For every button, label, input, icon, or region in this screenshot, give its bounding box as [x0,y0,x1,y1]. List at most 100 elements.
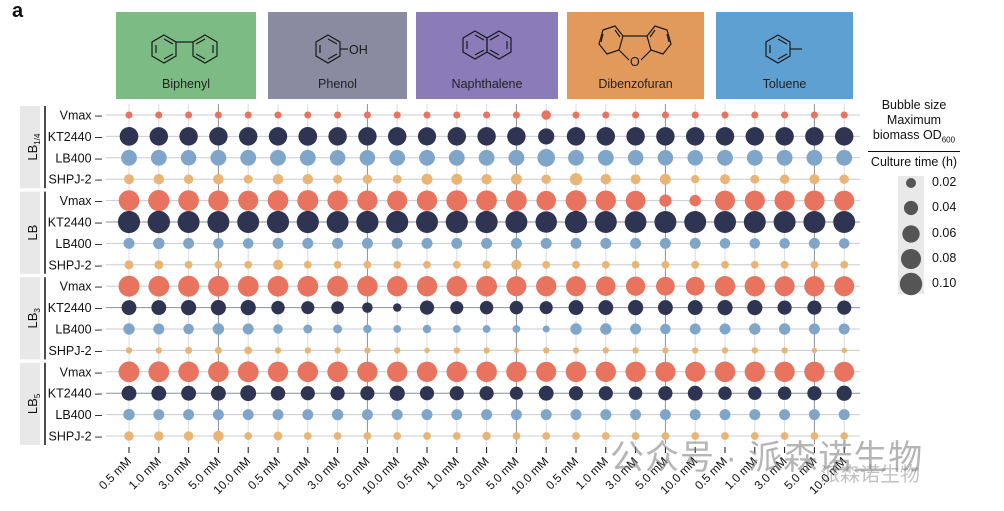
bubble [387,361,408,382]
bubble [208,361,229,383]
bubble [452,325,461,333]
bubble [596,127,616,146]
bubble [303,324,313,334]
bubble [326,211,349,233]
bubble [392,174,402,184]
bubble [272,237,284,249]
bubble [147,210,170,234]
bubble [568,149,584,166]
bubble [840,260,849,269]
bubble [714,190,736,211]
bubble [774,361,795,382]
bubble [271,300,285,315]
legend-line3: biomass OD [872,128,942,142]
bubble [538,128,555,145]
legend-item-label: 0.08 [932,251,957,265]
bubble [482,431,491,441]
bubble [363,111,371,119]
bubble [298,127,318,146]
bubble [744,276,765,297]
legend-item-label: 0.06 [932,226,957,240]
bubble [357,275,378,297]
x-tick-label: 0.5 mM [245,454,283,492]
bubble [565,190,587,211]
bubble [304,111,312,119]
bubble [393,111,401,119]
bubble [125,111,133,119]
bubble [210,149,227,166]
bubble [334,111,342,119]
bubble [717,149,733,166]
bubble [361,237,373,249]
bubble [718,386,732,400]
bubble [656,127,675,146]
legend-size-strip [898,176,924,294]
bubble [212,323,225,335]
bubble [624,211,647,233]
row-label: SHPJ-2 – [49,258,103,272]
bubble [296,210,319,234]
bubble [386,210,409,234]
bubble [661,260,670,269]
bubble [266,210,290,234]
legend-line4: Culture time (h) [870,154,958,169]
bubble [333,324,343,334]
bubble [714,276,736,297]
bubble [837,300,852,315]
bubble [510,237,522,249]
bubble [475,210,498,234]
molecule-box-dibenzofuran: O Dibenzofuran [567,12,704,99]
bubble [242,409,254,421]
bubble [181,385,197,401]
bubble [183,323,194,335]
bubble [274,111,282,119]
bubble [632,111,640,119]
bubble [840,432,849,440]
bubble [506,190,527,211]
row-label: KT2440 – [48,301,102,315]
bubble [781,347,788,354]
bubble [836,149,853,166]
bubble [691,175,700,184]
bubble [838,323,850,335]
bubble [333,260,342,269]
bubble [332,237,344,249]
bubble [240,300,256,316]
bubble [630,237,642,249]
bubble [328,127,347,146]
bubble [689,409,701,421]
bubble [185,346,193,354]
facet-strip [20,277,40,360]
bubble [749,323,761,335]
legend-line3-sub: 600 [941,135,956,145]
bubble [632,347,639,354]
bubble [781,111,789,119]
bubble [565,276,587,297]
facet-label: LB3 [25,308,42,329]
bubble [507,127,526,146]
bubble [805,127,824,146]
bubble [630,323,642,335]
bubble [214,111,222,119]
bubble [600,323,612,335]
bubble [450,301,464,315]
bubble [446,361,468,383]
bubble [598,386,613,401]
bubble [178,275,200,297]
bubble [564,210,588,234]
bubble [359,150,376,166]
bubble [303,260,312,269]
bubble [148,275,170,297]
dibenzofuran-structure-icon: O [598,25,672,69]
bubble [744,361,765,382]
bubble [721,432,729,440]
bubble [419,149,435,166]
bubble [691,260,700,269]
bubble [570,323,582,335]
facet-label: LB1/4 [25,133,42,161]
bubble [776,149,793,166]
bubble [839,174,849,184]
bubble [237,361,259,383]
bubble [154,260,164,270]
bubble [481,237,493,249]
